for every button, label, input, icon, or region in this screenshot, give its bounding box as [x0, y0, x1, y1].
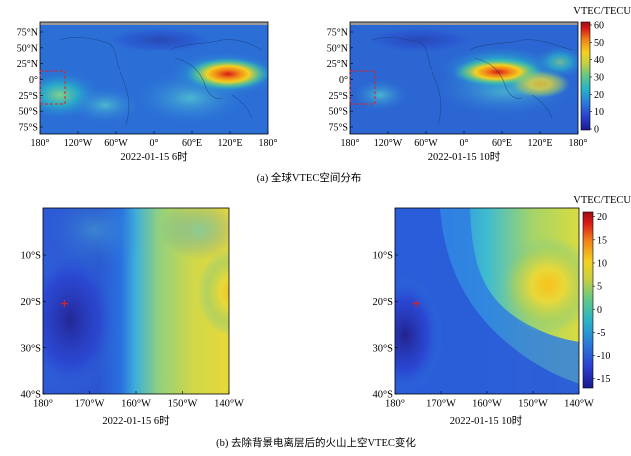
x-tick-label: 180°: [31, 138, 50, 149]
x-tick-label: 150°W: [168, 399, 198, 410]
caption-b: (b) 去除背景电离层后的火山上空VTEC变化: [216, 436, 416, 449]
y-tick-label: 20°S: [372, 297, 393, 308]
colorbar-tick-label: 40: [594, 55, 604, 66]
y-tick-label: 20°S: [20, 297, 41, 308]
colorbar-tick-label: 30: [594, 73, 604, 84]
y-tick-label: 25°S: [18, 91, 38, 102]
inset-box: [39, 70, 66, 105]
x-tick-label: 170°W: [426, 399, 456, 410]
x-tick-label: 180°: [33, 399, 53, 410]
y-tick-label: 25°N: [17, 59, 38, 70]
y-tick-label: 40°S: [372, 390, 393, 401]
panel-title: 2022-01-15 10时: [428, 151, 501, 163]
inset-box: [349, 70, 376, 105]
y-tick-label: 75°S: [328, 123, 348, 134]
y-tick-label: 50°S: [18, 107, 38, 118]
panel-title: 2022-01-15 6时: [102, 415, 170, 427]
colorbar-b: 20 15 10 5 0 -5 -10 -15 VTEC/TECU: [573, 195, 631, 389]
x-tick-label: 120°W: [374, 138, 403, 149]
colorbar-tick-label: -15: [597, 374, 610, 385]
y-tick-label: 30°S: [372, 343, 393, 354]
x-tick-label: 180°: [259, 138, 278, 149]
x-tick-label: 160°W: [121, 399, 151, 410]
map-a-right: [349, 21, 579, 135]
colorbar-tick-label: -10: [597, 351, 610, 362]
map-b-right: [394, 207, 580, 395]
axes-a-left: 180° 120°W 60°W 0° 60°E 120°E 180° 75°N 50°N 25°N…: [17, 28, 278, 150]
volcano-marker: [412, 300, 420, 308]
y-tick-label: 40°S: [20, 390, 41, 401]
caption-a: (a) 全球VTEC空间分布: [257, 171, 362, 184]
colorbar-tick-label: 5: [597, 282, 602, 293]
x-tick-label: 140°W: [214, 399, 244, 410]
x-tick-label: 0°: [150, 138, 159, 149]
x-tick-label: 180°: [341, 138, 360, 149]
map-b-left: [42, 207, 230, 395]
x-tick-label: 120°W: [64, 138, 93, 149]
axes-a-right: 180° 120°W 60°W 0° 60°E 120°E 180° 75°N 50°N 25°N…: [327, 28, 588, 150]
axes-b-right: 180° 170°W 160°W 150°W 140°W 10°S 20°S 30°S 40°S: [372, 251, 594, 410]
x-tick-label: 160°W: [472, 399, 502, 410]
y-tick-label: 50°N: [327, 43, 348, 54]
y-tick-label: 75°N: [327, 28, 348, 39]
colorbar-tick-label: 10: [594, 107, 604, 118]
colorbar-tick-label: 20: [597, 212, 607, 223]
y-tick-label: 0°: [29, 75, 38, 86]
x-tick-label: 60°W: [104, 138, 128, 149]
y-tick-label: 25°N: [327, 59, 348, 70]
x-tick-label: 0°: [460, 138, 469, 149]
colorbar-tick-label: 15: [597, 235, 607, 246]
x-tick-label: 180°: [385, 399, 405, 410]
colorbar-tick-label: 0: [594, 125, 599, 136]
colorbar-tick-label: 20: [594, 90, 604, 101]
colorbar-tick-label: 10: [597, 258, 607, 269]
colorbar-tick-label: 0: [597, 305, 602, 316]
x-tick-label: 60°W: [414, 138, 438, 149]
y-tick-label: 30°S: [20, 343, 41, 354]
axes-b-left: 180° 170°W 160°W 150°W 140°W 10°S 20°S 30°S 40°S: [20, 251, 244, 410]
x-tick-label: 180°: [569, 138, 588, 149]
x-tick-label: 140°W: [564, 399, 594, 410]
y-tick-label: 75°N: [17, 28, 38, 39]
y-tick-label: 10°S: [20, 251, 41, 262]
colorbar-label: VTEC/TECU: [573, 6, 631, 17]
colorbar-tick-label: 50: [594, 38, 604, 49]
x-tick-label: 60°E: [182, 138, 202, 149]
panel-title: 2022-01-15 10时: [450, 415, 523, 427]
x-tick-label: 150°W: [518, 399, 548, 410]
y-tick-label: 0°: [339, 75, 348, 86]
colorbar-label: VTEC/TECU: [573, 195, 631, 206]
x-tick-label: 120°E: [217, 138, 242, 149]
volcano-marker: [60, 300, 68, 308]
y-tick-label: 50°N: [17, 43, 38, 54]
y-tick-label: 25°S: [328, 91, 348, 102]
x-tick-label: 170°W: [75, 399, 105, 410]
colorbar-tick-label: -5: [597, 328, 605, 339]
y-tick-label: 50°S: [328, 107, 348, 118]
map-a-left: [39, 21, 269, 135]
y-tick-label: 75°S: [18, 123, 38, 134]
colorbar-a: 60 50 40 30 20 10 0 VTEC/TECU: [573, 6, 631, 136]
x-tick-label: 120°E: [527, 138, 552, 149]
colorbar-tick-label: 60: [594, 21, 604, 32]
x-tick-label: 60°E: [492, 138, 512, 149]
panel-title: 2022-01-15 6时: [120, 151, 188, 163]
y-tick-label: 10°S: [372, 251, 393, 262]
